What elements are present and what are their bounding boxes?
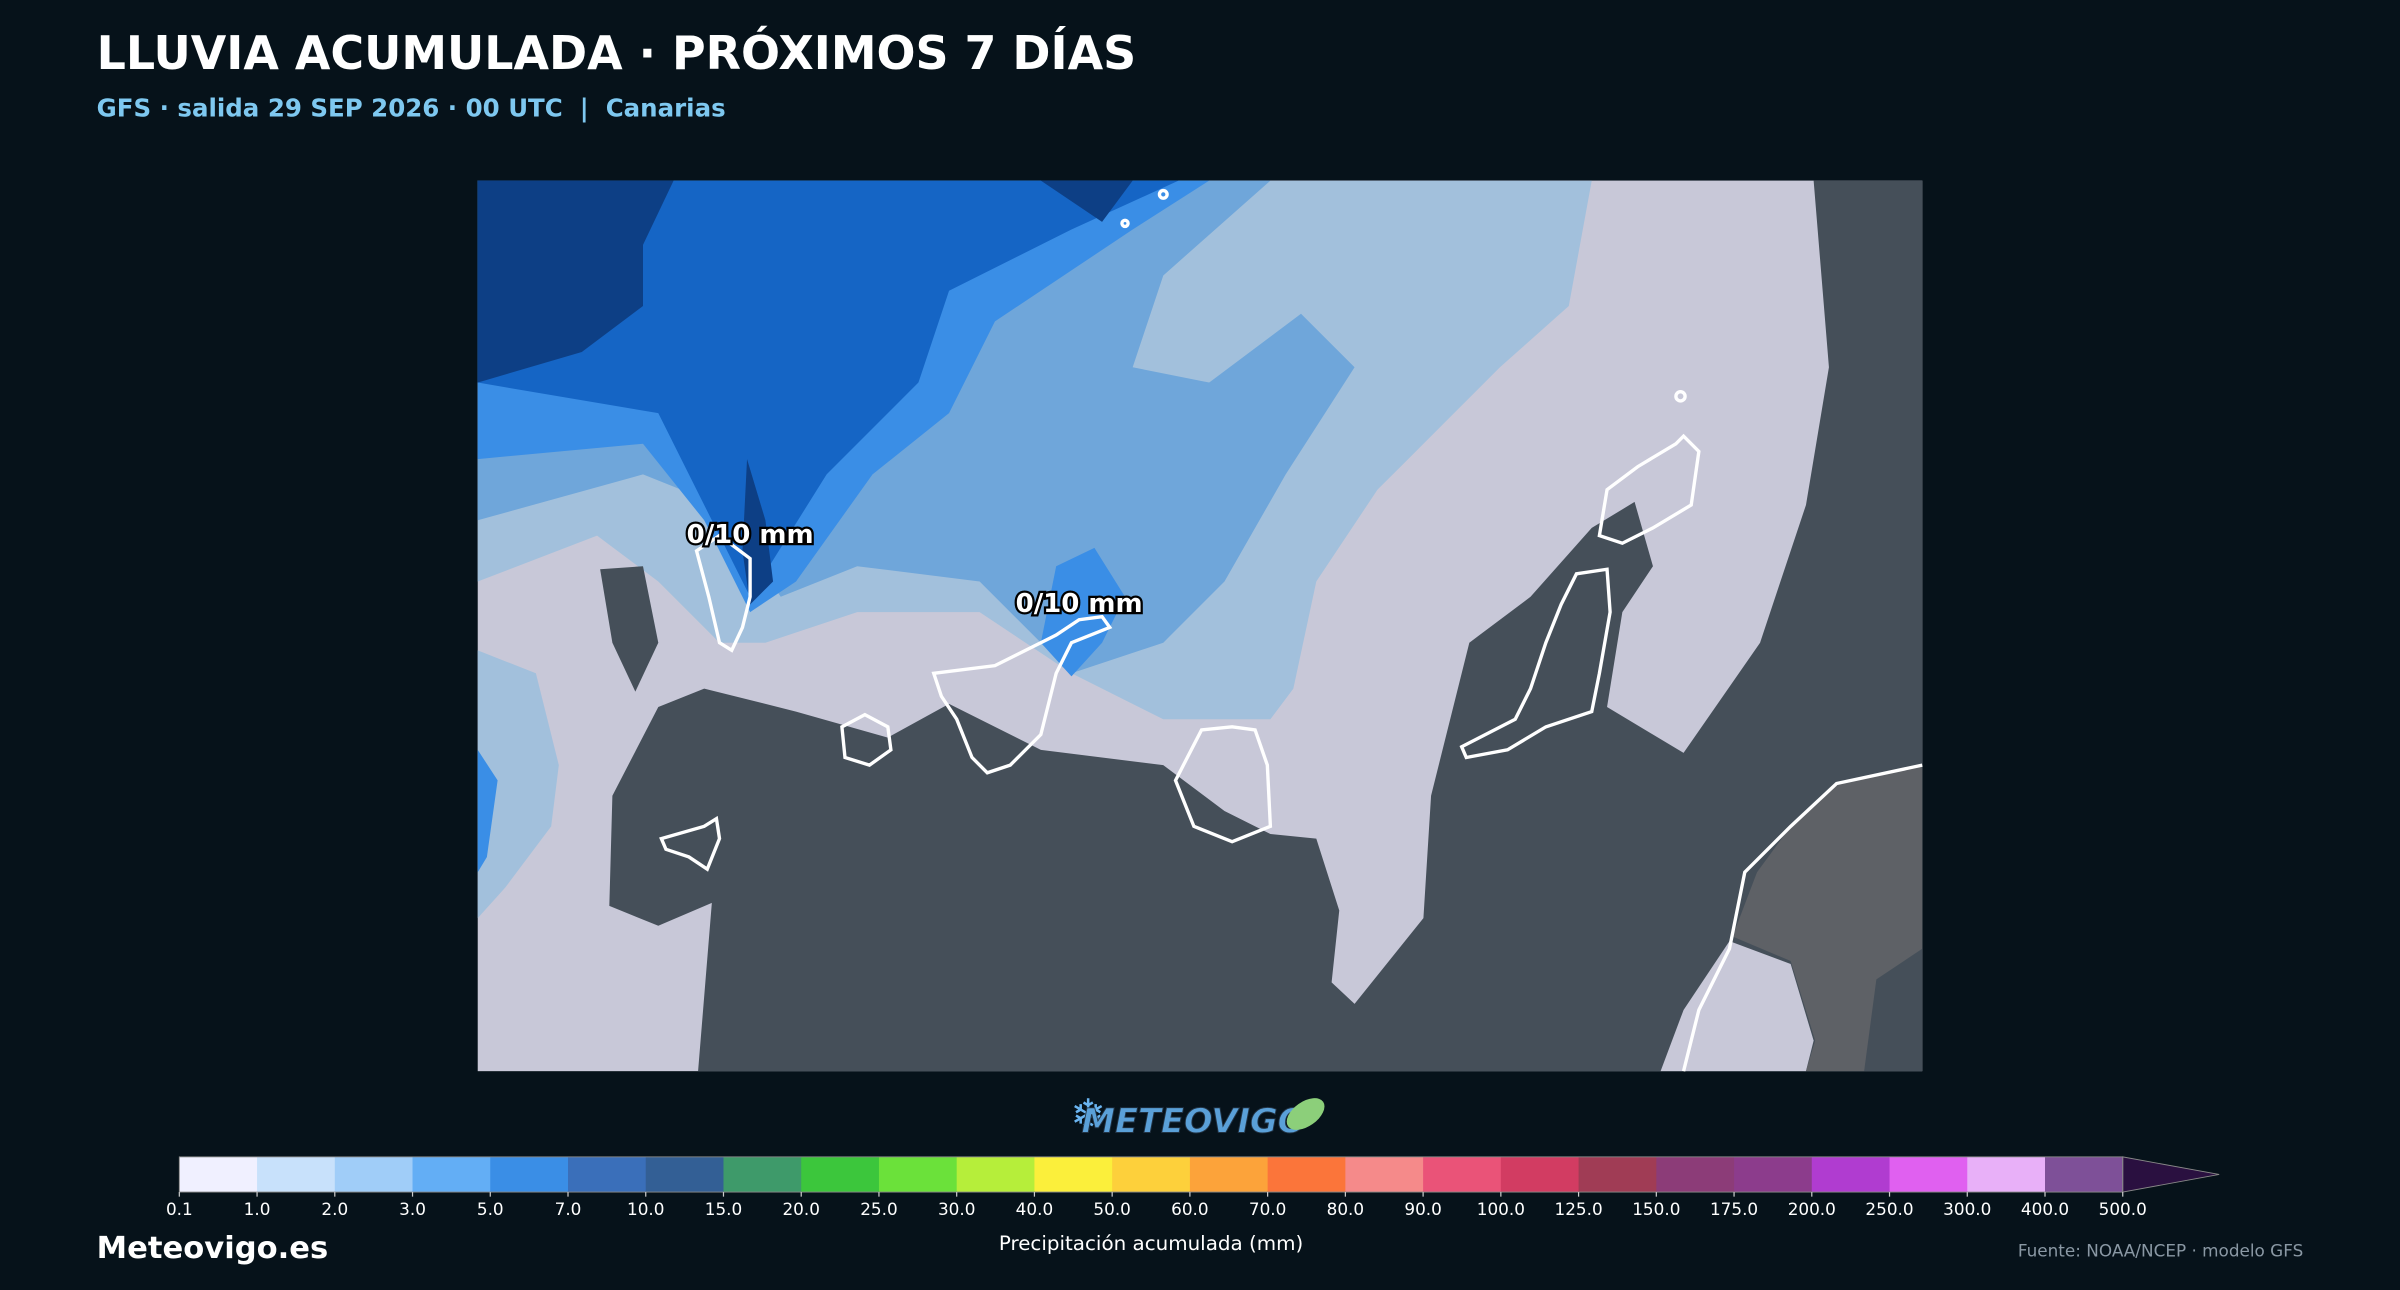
colorbar-tick-label: 50.0 <box>1093 1199 1130 1219</box>
colorbar-segment <box>490 1156 569 1193</box>
colorbar-segment <box>334 1156 414 1193</box>
colorbar-segment <box>568 1156 647 1193</box>
colorbar-segment <box>179 1156 258 1193</box>
logo: ❄ METEOVIGO <box>1070 1090 1325 1141</box>
colorbar-segment <box>1734 1156 1813 1193</box>
title: LLUVIA ACUMULADA · PRÓXIMOS 7 DÍAS <box>97 26 1137 80</box>
colorbar-segment <box>956 1156 1036 1193</box>
colorbar-tick-label: 40.0 <box>1016 1199 1053 1219</box>
colorbar-segment <box>1967 1156 2046 1193</box>
colorbar-segment <box>801 1156 880 1193</box>
colorbar-tick-label: 400.0 <box>2021 1199 2069 1219</box>
colorbar-segment <box>723 1156 802 1193</box>
colorbar-segment <box>1267 1156 1347 1193</box>
colorbar-tick-label: 3.0 <box>399 1199 426 1219</box>
colorbar-tick-label: 100.0 <box>1477 1199 1525 1219</box>
colorbar-tick-label: 90.0 <box>1404 1199 1441 1219</box>
colorbar-tick-label: 30.0 <box>938 1199 975 1219</box>
colorbar-tick-label: 200.0 <box>1788 1199 1836 1219</box>
colorbar-segment <box>1811 1156 1891 1193</box>
colorbar-tick-label: 20.0 <box>782 1199 819 1219</box>
colorbar-tick-label: 0.1 <box>166 1199 193 1219</box>
map: 0/10 mm 0/10 mm <box>477 180 1923 1072</box>
colorbar-label: Precipitación acumulada (mm) <box>999 1232 1303 1255</box>
subtitle: GFS · salida 29 SEP 2026 · 00 UTC | Cana… <box>97 93 726 122</box>
map-annotation: 0/10 mm <box>1016 589 1143 619</box>
map-annotation: 0/10 mm <box>687 520 814 550</box>
colorbar-tick-label: 5.0 <box>477 1199 504 1219</box>
colorbar-segment <box>1500 1156 1580 1193</box>
colorbar-segment <box>645 1156 725 1193</box>
colorbar-tick-label: 175.0 <box>1710 1199 1758 1219</box>
colorbar-segment <box>878 1156 958 1193</box>
colorbar-segment <box>1345 1156 1424 1193</box>
colorbar-tick-label: 70.0 <box>1249 1199 1286 1219</box>
colorbar-tick-label: 80.0 <box>1327 1199 1364 1219</box>
colorbar-segment <box>1656 1156 1735 1193</box>
site-name: Meteovigo.es <box>97 1231 329 1266</box>
colorbar-segment <box>1889 1156 1969 1193</box>
svg-text:❄: ❄ <box>1070 1090 1106 1140</box>
colorbar-tick-label: 500.0 <box>2099 1199 2147 1219</box>
colorbar: 0.1 1.0 2.0 3.0 5.0 7.0 10.0 15.0 20.0 25.0 30.0 40… <box>166 1156 2220 1219</box>
logo-text: METEOVIGO <box>1082 1101 1307 1140</box>
colorbar-tick-label: 15.0 <box>705 1199 742 1219</box>
colorbar-tick-label: 150.0 <box>1632 1199 1680 1219</box>
colorbar-tick-label: 125.0 <box>1554 1199 1602 1219</box>
colorbar-segment <box>1112 1156 1191 1193</box>
colorbar-tick-label: 60.0 <box>1171 1199 1208 1219</box>
colorbar-tick-label: 250.0 <box>1865 1199 1913 1219</box>
colorbar-segment <box>1189 1156 1269 1193</box>
colorbar-segment <box>257 1156 336 1193</box>
colorbar-tick-label: 300.0 <box>1943 1199 1991 1219</box>
colorbar-segment <box>2045 1156 2124 1193</box>
colorbar-frame <box>178 1156 2124 1193</box>
colorbar-tick-label: 2.0 <box>321 1199 348 1219</box>
colorbar-segment <box>1578 1156 1658 1193</box>
colorbar-tick-label: 25.0 <box>860 1199 897 1219</box>
colorbar-tick-label: 7.0 <box>555 1199 582 1219</box>
colorbar-segment <box>412 1156 492 1193</box>
colorbar-tick-label: 10.0 <box>627 1199 664 1219</box>
colorbar-segment <box>1034 1156 1113 1193</box>
colorbar-tick-label: 1.0 <box>244 1199 271 1219</box>
source: Fuente: NOAA/NCEP · modelo GFS <box>2018 1240 2303 1260</box>
colorbar-segment <box>1423 1156 1502 1193</box>
